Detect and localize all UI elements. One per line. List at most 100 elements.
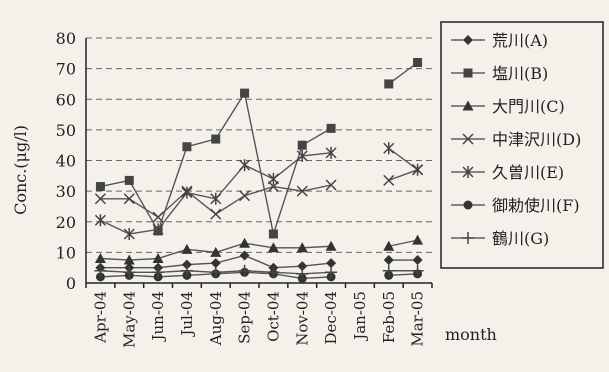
data-point [383,255,394,266]
data-point [239,190,251,202]
data-point [152,266,165,279]
data-point [152,211,164,223]
data-point [296,267,309,280]
data-point [413,58,423,67]
legend-label: 鶴川(G) [492,229,549,248]
data-point [182,142,192,152]
data-point [210,208,222,220]
data-point [462,166,474,178]
x-tick-label: Dec-04 [322,291,340,344]
legend-item: 塩川(B) [451,64,548,83]
x-tick-label: Jul-04 [178,291,196,338]
data-point [267,266,280,279]
data-point [267,172,279,185]
data-point [462,100,474,111]
series-f [95,267,423,283]
series-line [388,147,419,171]
data-point [383,142,395,155]
data-point [239,159,251,172]
data-point [325,179,337,191]
legend-item: 大門川(C) [451,97,565,116]
legend-item: 久曽川(E) [451,163,564,182]
data-point [411,264,424,277]
legend-label: 御勅使川(F) [492,196,580,215]
data-point [94,264,107,277]
y-tick-label: 40 [56,152,76,171]
y-tick-label: 50 [56,121,76,140]
series-line [388,239,418,247]
legend-item: 鶴川(G) [451,229,549,248]
data-point [412,255,423,266]
legend-box [440,21,604,269]
x-tick-label: Nov-04 [293,291,311,346]
data-point [382,264,395,277]
data-point [412,234,424,245]
data-point [123,193,135,205]
x-tick-label: Aug-04 [207,291,225,346]
axes [85,38,433,288]
data-point [383,240,395,251]
x-tick-label: Jun-04 [149,291,167,343]
data-point [210,192,222,205]
y-tick-label: 10 [56,243,76,262]
data-point [95,272,105,282]
data-point [180,264,193,277]
data-point [240,88,250,98]
data-point [124,175,134,185]
data-point [297,261,308,272]
data-point [384,79,394,89]
data-point [239,250,250,261]
data-point [94,253,106,263]
legend-label: 荒川(A) [492,31,548,50]
x-tick-label: May-04 [120,291,138,348]
data-point [94,214,106,227]
data-point [181,243,193,254]
data-point [462,232,474,244]
x-tick-label: Sep-04 [236,291,254,344]
legend-label: 大門川(C) [492,97,565,116]
series-line [100,91,332,237]
data-point [268,229,278,239]
data-point [296,185,308,197]
data-point [296,149,308,162]
data-point [267,242,279,253]
data-point [95,182,105,192]
data-point [181,259,192,270]
data-point [463,68,473,78]
x-tick-labels: Apr-04 May-04 Jun-04 Jul-04 Aug-04 Sep-04 Oct-… [91,291,426,348]
data-point [123,266,136,279]
legend-label: 塩川(B) [492,64,548,83]
series-line [388,273,418,277]
x-axis-label: month [445,325,497,344]
data-point [462,133,474,145]
series-group [94,58,424,283]
data-point [152,253,164,263]
series-g [94,264,424,280]
data-point [325,146,337,159]
series-b [95,58,423,239]
legend: 荒川(A) 塩川(B) 大門川(C) 中津沢川(D) 久曽川(E) 御勅使川(F) 鶴川(G… [440,21,604,269]
legend-item: 御勅使川(F) [451,196,580,215]
data-point [326,258,337,269]
y-axis-label: Conc.(μg/l) [11,125,30,215]
series-line [388,61,419,85]
series-c [94,234,424,265]
data-point [181,186,193,199]
data-point [238,264,251,277]
data-point [209,266,222,279]
data-point [210,246,222,257]
series-a [95,250,423,273]
data-point [211,134,221,144]
series-d [94,164,424,223]
data-point [239,237,251,248]
data-point [463,200,473,210]
x-tick-label: Apr-04 [91,291,109,344]
y-tick-label: 20 [56,213,76,232]
legend-item: 中津沢川(D) [451,130,581,149]
data-point [463,35,473,45]
legend-item: 荒川(A) [451,31,548,50]
data-point [296,242,308,253]
y-tick-labels: 0 10 20 30 40 50 60 70 80 [56,29,76,293]
data-point [210,258,221,269]
